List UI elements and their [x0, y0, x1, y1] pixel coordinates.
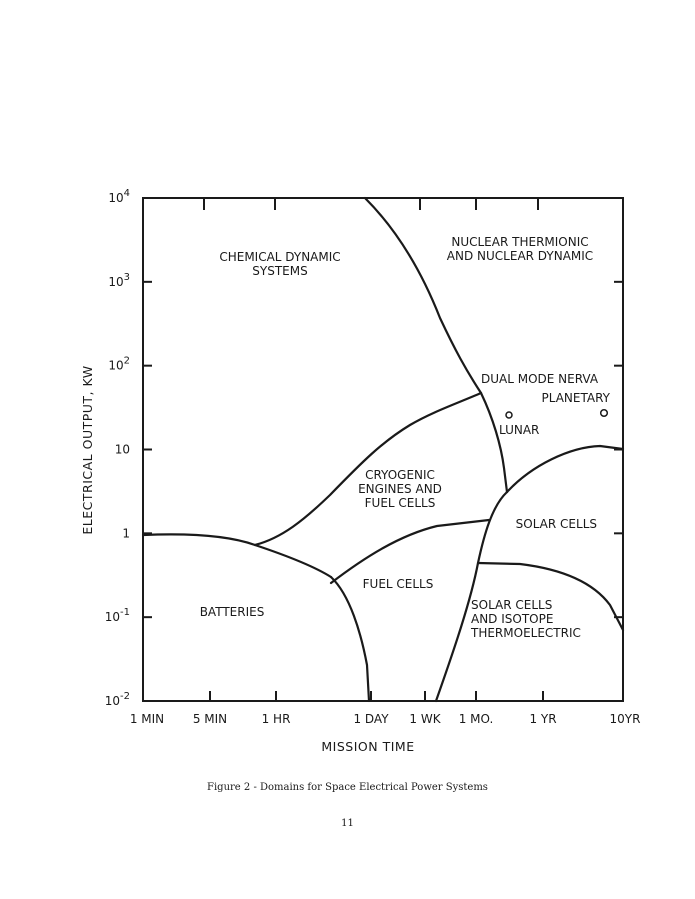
- solar-upper-boundary: [505, 444, 625, 494]
- region-label: FUEL CELLS: [363, 577, 434, 591]
- solar-isotope-upper-boundary: [476, 561, 625, 632]
- y-axis-title: ELECTRICAL OUTPUT, KW: [80, 365, 95, 534]
- region-label: DUAL MODE NERVA: [481, 372, 599, 386]
- x-tick-label: 5 MIN: [193, 712, 227, 726]
- region-label: CRYOGENIC ENGINES AND FUEL CELLS: [358, 468, 442, 510]
- region-label: LUNAR: [499, 423, 539, 437]
- x-tick-label: 1 MO.: [459, 712, 494, 726]
- region-label: NUCLEAR THERMIONIC AND NUCLEAR DYNAMIC: [447, 235, 593, 263]
- x-axis-title: MISSION TIME: [321, 739, 414, 754]
- nuclear-chemical-boundary: [363, 196, 509, 494]
- y-tick-label: 10-1: [105, 607, 130, 624]
- batteries-right-boundary: [329, 575, 371, 703]
- solar-isotope-left-boundary: [434, 490, 509, 703]
- lunar-site-marker: [505, 411, 513, 419]
- figure-caption: Figure 2 - Domains for Space Electrical …: [207, 782, 488, 793]
- x-tick-label: 10YR: [610, 712, 641, 726]
- cryogenic-upper-boundary: [253, 391, 483, 547]
- region-label: PLANETARY: [542, 391, 611, 405]
- planetary-site-marker: [599, 408, 609, 418]
- y-tick-label: 10: [115, 443, 130, 457]
- x-tick-label: 1 HR: [262, 712, 291, 726]
- region-label: SOLAR CELLS AND ISOTOPE THERMOELECTRIC: [470, 598, 581, 640]
- x-tick-label: 1 WK: [409, 712, 441, 726]
- y-tick-label: 103: [108, 272, 130, 289]
- x-tick-label: 1 DAY: [353, 712, 389, 726]
- x-tick-label: 1 YR: [529, 712, 556, 726]
- y-tick-label: 102: [108, 356, 130, 373]
- region-label: CHEMICAL DYNAMIC SYSTEMS: [219, 250, 340, 278]
- batteries-upper-boundary: [141, 533, 333, 579]
- y-tick-label: 104: [108, 188, 130, 205]
- fuelcell-solar-boundary: [329, 518, 491, 585]
- region-label: BATTERIES: [200, 605, 265, 619]
- page-number: 11: [341, 818, 354, 829]
- y-tick-label: 10-2: [105, 691, 130, 708]
- x-tick-label: 1 MIN: [130, 712, 164, 726]
- y-tick-label: 1: [122, 526, 130, 540]
- region-label: SOLAR CELLS: [516, 517, 597, 531]
